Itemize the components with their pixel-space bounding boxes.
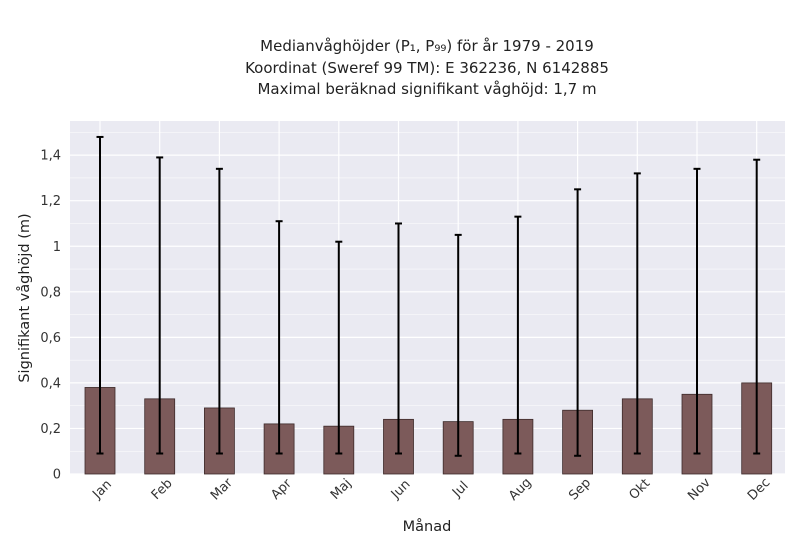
x-tick-label-jul: Jul xyxy=(449,479,471,501)
x-tick-label-mar: Mar xyxy=(208,475,236,503)
x-tick-label-okt: Okt xyxy=(626,476,653,503)
chart-title-line-1: Medianvåghöjder (P₁, P₉₉) för år 1979 - … xyxy=(260,37,594,55)
y-tick-label: 1,4 xyxy=(40,149,61,164)
x-axis-label: Månad xyxy=(403,518,452,535)
x-axis-ticks: Jan Feb Mar Apr Maj Jun Jul Aug Sep Okt Nov Dec xyxy=(89,475,773,504)
chart-title: Medianvåghöjder (P₁, P₉₉) för år 1979 - … xyxy=(245,37,609,98)
error-bar-maj xyxy=(335,240,343,455)
x-tick-label-aug: Aug xyxy=(506,475,535,504)
y-axis-label: Signifikant våghöjd (m) xyxy=(16,213,33,382)
chart-title-line-3: Maximal beräknad signifikant våghöjd: 1,… xyxy=(257,80,596,98)
x-tick-label-apr: Apr xyxy=(268,476,295,503)
y-tick-label: 0,6 xyxy=(40,331,61,346)
error-bar-sep xyxy=(574,188,582,457)
y-tick-label: 0,4 xyxy=(40,376,61,391)
error-bar-aug xyxy=(514,215,522,455)
y-tick-label: 0,2 xyxy=(40,422,61,437)
error-bar-mar xyxy=(215,167,223,455)
x-tick-label-maj: Maj xyxy=(328,476,355,503)
x-tick-label-jun: Jun xyxy=(388,477,414,503)
x-tick-label-dec: Dec xyxy=(745,475,773,503)
y-tick-label: 0 xyxy=(53,468,61,483)
y-tick-label: 1,2 xyxy=(40,194,61,209)
error-bar-jan xyxy=(96,135,104,455)
error-bar-okt xyxy=(633,172,641,455)
error-bar-dec xyxy=(753,158,761,455)
plot-area xyxy=(70,121,785,474)
error-bars xyxy=(96,135,761,457)
x-tick-label-jan: Jan xyxy=(89,477,114,502)
error-bar-feb xyxy=(156,156,164,455)
error-bar-jul xyxy=(454,233,462,457)
chart-title-line-2: Koordinat (Sweref 99 TM): E 362236, N 61… xyxy=(245,59,609,77)
error-bar-nov xyxy=(693,167,701,455)
y-axis-ticks: 0 0,2 0,4 0,6 0,8 1 1,2 1,4 xyxy=(40,149,61,483)
x-tick-label-nov: Nov xyxy=(685,475,714,504)
y-tick-label: 0,8 xyxy=(40,285,61,300)
x-tick-label-feb: Feb xyxy=(149,476,176,503)
y-tick-label: 1 xyxy=(53,240,61,255)
error-bar-jun xyxy=(395,222,402,455)
x-tick-label-sep: Sep xyxy=(566,476,594,504)
error-bar-apr xyxy=(275,220,283,455)
